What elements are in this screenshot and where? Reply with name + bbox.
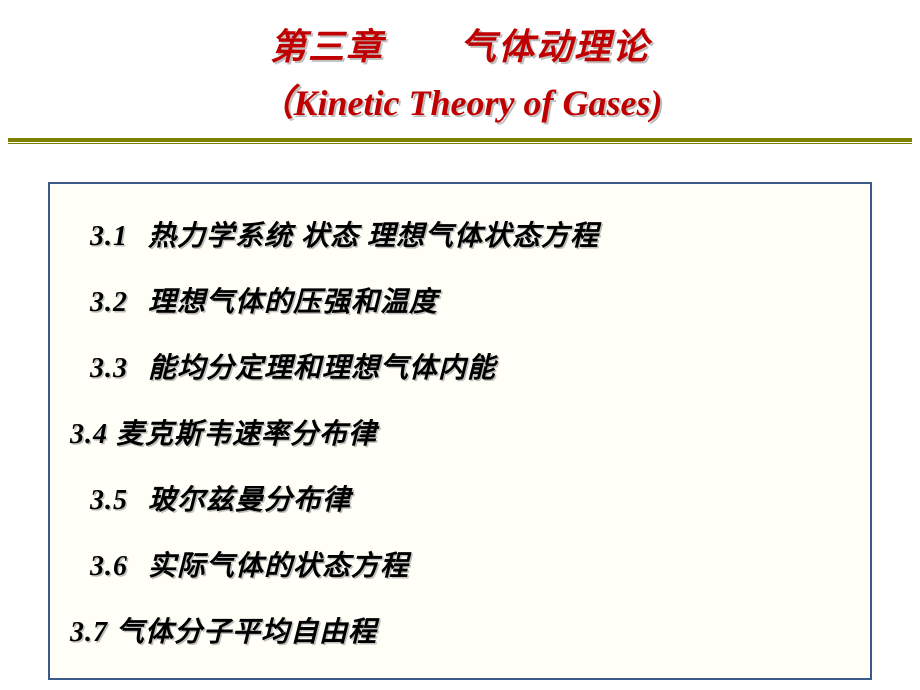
toc-text-6: 实际气体的状态方程 [148,551,409,582]
toc-text-3: 能均分定理和理想气体内能 [148,353,496,384]
toc-item-5: 3.5 玻尔兹曼分布律 [90,478,840,518]
toc-text-1: 热力学系统 状态 理想气体状态方程 [148,221,599,252]
title-chinese: 第三章 气体动理论 [0,18,920,70]
toc-num-1: 3.1 [90,221,128,252]
toc-item-6: 3.6 实际气体的状态方程 [90,544,840,584]
toc-text-4: 麦克斯韦速率分布律 [116,419,377,450]
title-area: 第三章 气体动理论 （Kinetic Theory of Gases) [0,0,920,138]
toc-text-2: 理想气体的压强和温度 [148,287,438,318]
toc-num-7: 3.7 [70,617,108,648]
toc-item-4: 3.4 麦克斯韦速率分布律 [70,412,840,452]
toc-num-2: 3.2 [90,287,128,318]
title-english: （Kinetic Theory of Gases) [0,74,920,126]
toc-text-5: 玻尔兹曼分布律 [148,485,351,516]
toc-num-5: 3.5 [90,485,128,516]
toc-item-2: 3.2 理想气体的压强和温度 [90,280,840,320]
toc-num-6: 3.6 [90,551,128,582]
toc-item-7: 3.7 气体分子平均自由程 [70,610,840,650]
title-divider [8,138,912,144]
toc-box: 3.1 热力学系统 状态 理想气体状态方程 3.2 理想气体的压强和温度 3.3 能均… [48,182,872,680]
toc-item-3: 3.3 能均分定理和理想气体内能 [90,346,840,386]
toc-item-1: 3.1 热力学系统 状态 理想气体状态方程 [90,214,840,254]
toc-num-3: 3.3 [90,353,128,384]
toc-num-4: 3.4 [70,419,108,450]
toc-text-7: 气体分子平均自由程 [116,617,377,648]
